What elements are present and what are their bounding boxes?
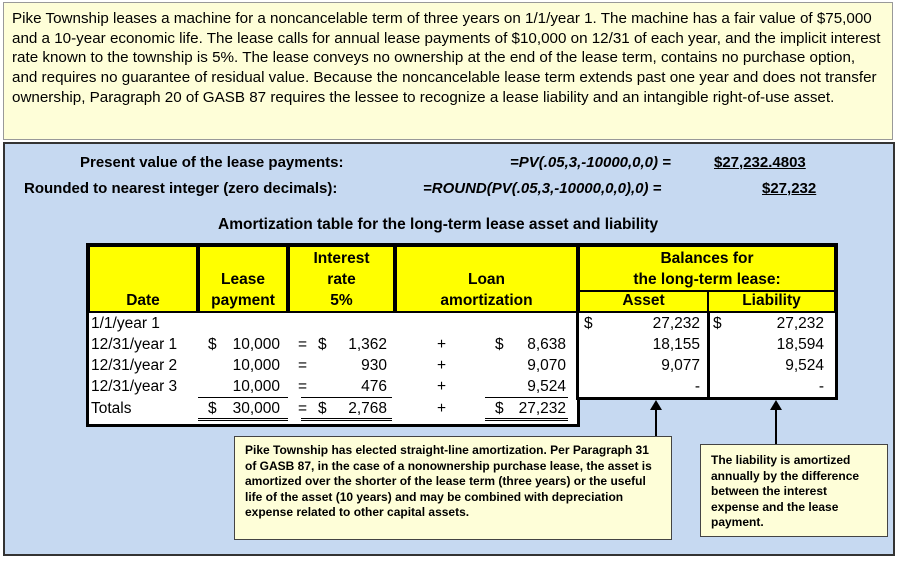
- pv-value: $27,232.4803: [714, 154, 806, 171]
- total-rule: [198, 397, 288, 398]
- table-title: Amortization table for the long-term lea…: [218, 216, 659, 233]
- cell-liab: 27,232: [776, 315, 824, 332]
- cell-asset: -: [694, 378, 700, 395]
- h: Liability: [742, 292, 801, 309]
- cell-plus: +: [437, 357, 447, 374]
- h: Interest: [313, 250, 370, 267]
- cell-eq: =: [298, 378, 308, 395]
- header-date-text: Date: [126, 292, 160, 309]
- cell-date: 12/31/year 2: [91, 357, 178, 374]
- cell-liab-sign: $: [713, 315, 722, 332]
- cell-liab: -: [818, 378, 824, 395]
- cell-loan: 8,638: [527, 336, 566, 353]
- cell-plus: +: [437, 336, 447, 353]
- arrow-up-icon: [770, 400, 782, 444]
- h: 5%: [330, 292, 353, 309]
- cell-int: 1,362: [348, 336, 387, 353]
- header-interest: Interest rate 5%: [288, 245, 395, 313]
- cell-eq: =: [298, 336, 308, 353]
- h: payment: [211, 292, 275, 309]
- cell-asset: 9,077: [661, 357, 700, 374]
- cell-asset: 18,155: [652, 336, 700, 353]
- cell-eq: =: [298, 400, 308, 417]
- double-rule: [198, 418, 288, 421]
- problem-statement: Pike Township leases a machine for a non…: [3, 2, 893, 140]
- cell-int: 930: [361, 357, 387, 374]
- cell-pay: 10,000: [232, 378, 280, 395]
- h: Loan: [467, 271, 506, 288]
- h: Balances for: [660, 250, 754, 267]
- cell-label: Totals: [91, 400, 132, 417]
- total-rule: [485, 397, 568, 398]
- double-rule: [301, 418, 392, 421]
- h: amortization: [440, 292, 533, 309]
- total-rule: [301, 397, 392, 398]
- pv-label: Present value of the lease payments:: [80, 154, 344, 171]
- h: the long-term lease:: [633, 271, 781, 288]
- header-asset: Asset: [578, 290, 709, 313]
- cell-date: 1/1/year 1: [91, 315, 160, 332]
- header-loan-amortization: Loan amortization: [395, 245, 578, 313]
- cell-loan: 27,232: [518, 400, 566, 417]
- cell-liab: 9,524: [785, 357, 824, 374]
- pv-formula: =PV(.05,3,-10000,0,0) =: [510, 154, 671, 171]
- cell-loan: 9,524: [527, 378, 566, 395]
- liability-note: The liability is amortized annually by t…: [700, 444, 888, 537]
- rounded-formula: =ROUND(PV(.05,3,-10000,0,0),0) =: [423, 180, 662, 197]
- asset-note: Pike Township has elected straight-line …: [234, 436, 672, 540]
- cell-pay: 30,000: [232, 400, 280, 417]
- header-lease-payment: Lease payment: [198, 245, 288, 313]
- cell-asset: 27,232: [652, 315, 700, 332]
- cell-date: 12/31/year 1: [91, 336, 178, 353]
- rounded-value: $27,232: [762, 180, 817, 197]
- cell-pay-sign: $: [208, 400, 217, 417]
- cell-pay: 10,000: [232, 357, 280, 374]
- h: Lease: [221, 271, 265, 288]
- h: rate: [327, 271, 356, 288]
- cell-int: 476: [361, 378, 387, 395]
- cell-loan-sign: $: [495, 336, 504, 353]
- cell-liab: 18,594: [776, 336, 824, 353]
- double-rule: [485, 418, 568, 421]
- cell-pay: 10,000: [232, 336, 280, 353]
- header-liability: Liability: [707, 290, 836, 313]
- cell-date: 12/31/year 3: [91, 378, 178, 395]
- header-date: Date: [88, 245, 198, 313]
- divider: [707, 313, 710, 398]
- rounded-label: Rounded to nearest integer (zero decimal…: [24, 180, 338, 197]
- cell-int: 2,768: [348, 400, 387, 417]
- cell-asset-sign: $: [584, 315, 593, 332]
- cell-plus: +: [437, 378, 447, 395]
- arrow-up-icon: [650, 400, 662, 438]
- cell-eq: =: [298, 357, 308, 374]
- header-balances: Balances for the long-term lease:: [578, 245, 836, 292]
- cell-int-sign: $: [318, 336, 327, 353]
- h: Asset: [622, 292, 665, 309]
- cell-loan-sign: $: [495, 400, 504, 417]
- cell-plus: +: [437, 400, 447, 417]
- cell-int-sign: $: [318, 400, 327, 417]
- cell-pay-sign: $: [208, 336, 217, 353]
- cell-loan: 9,070: [527, 357, 566, 374]
